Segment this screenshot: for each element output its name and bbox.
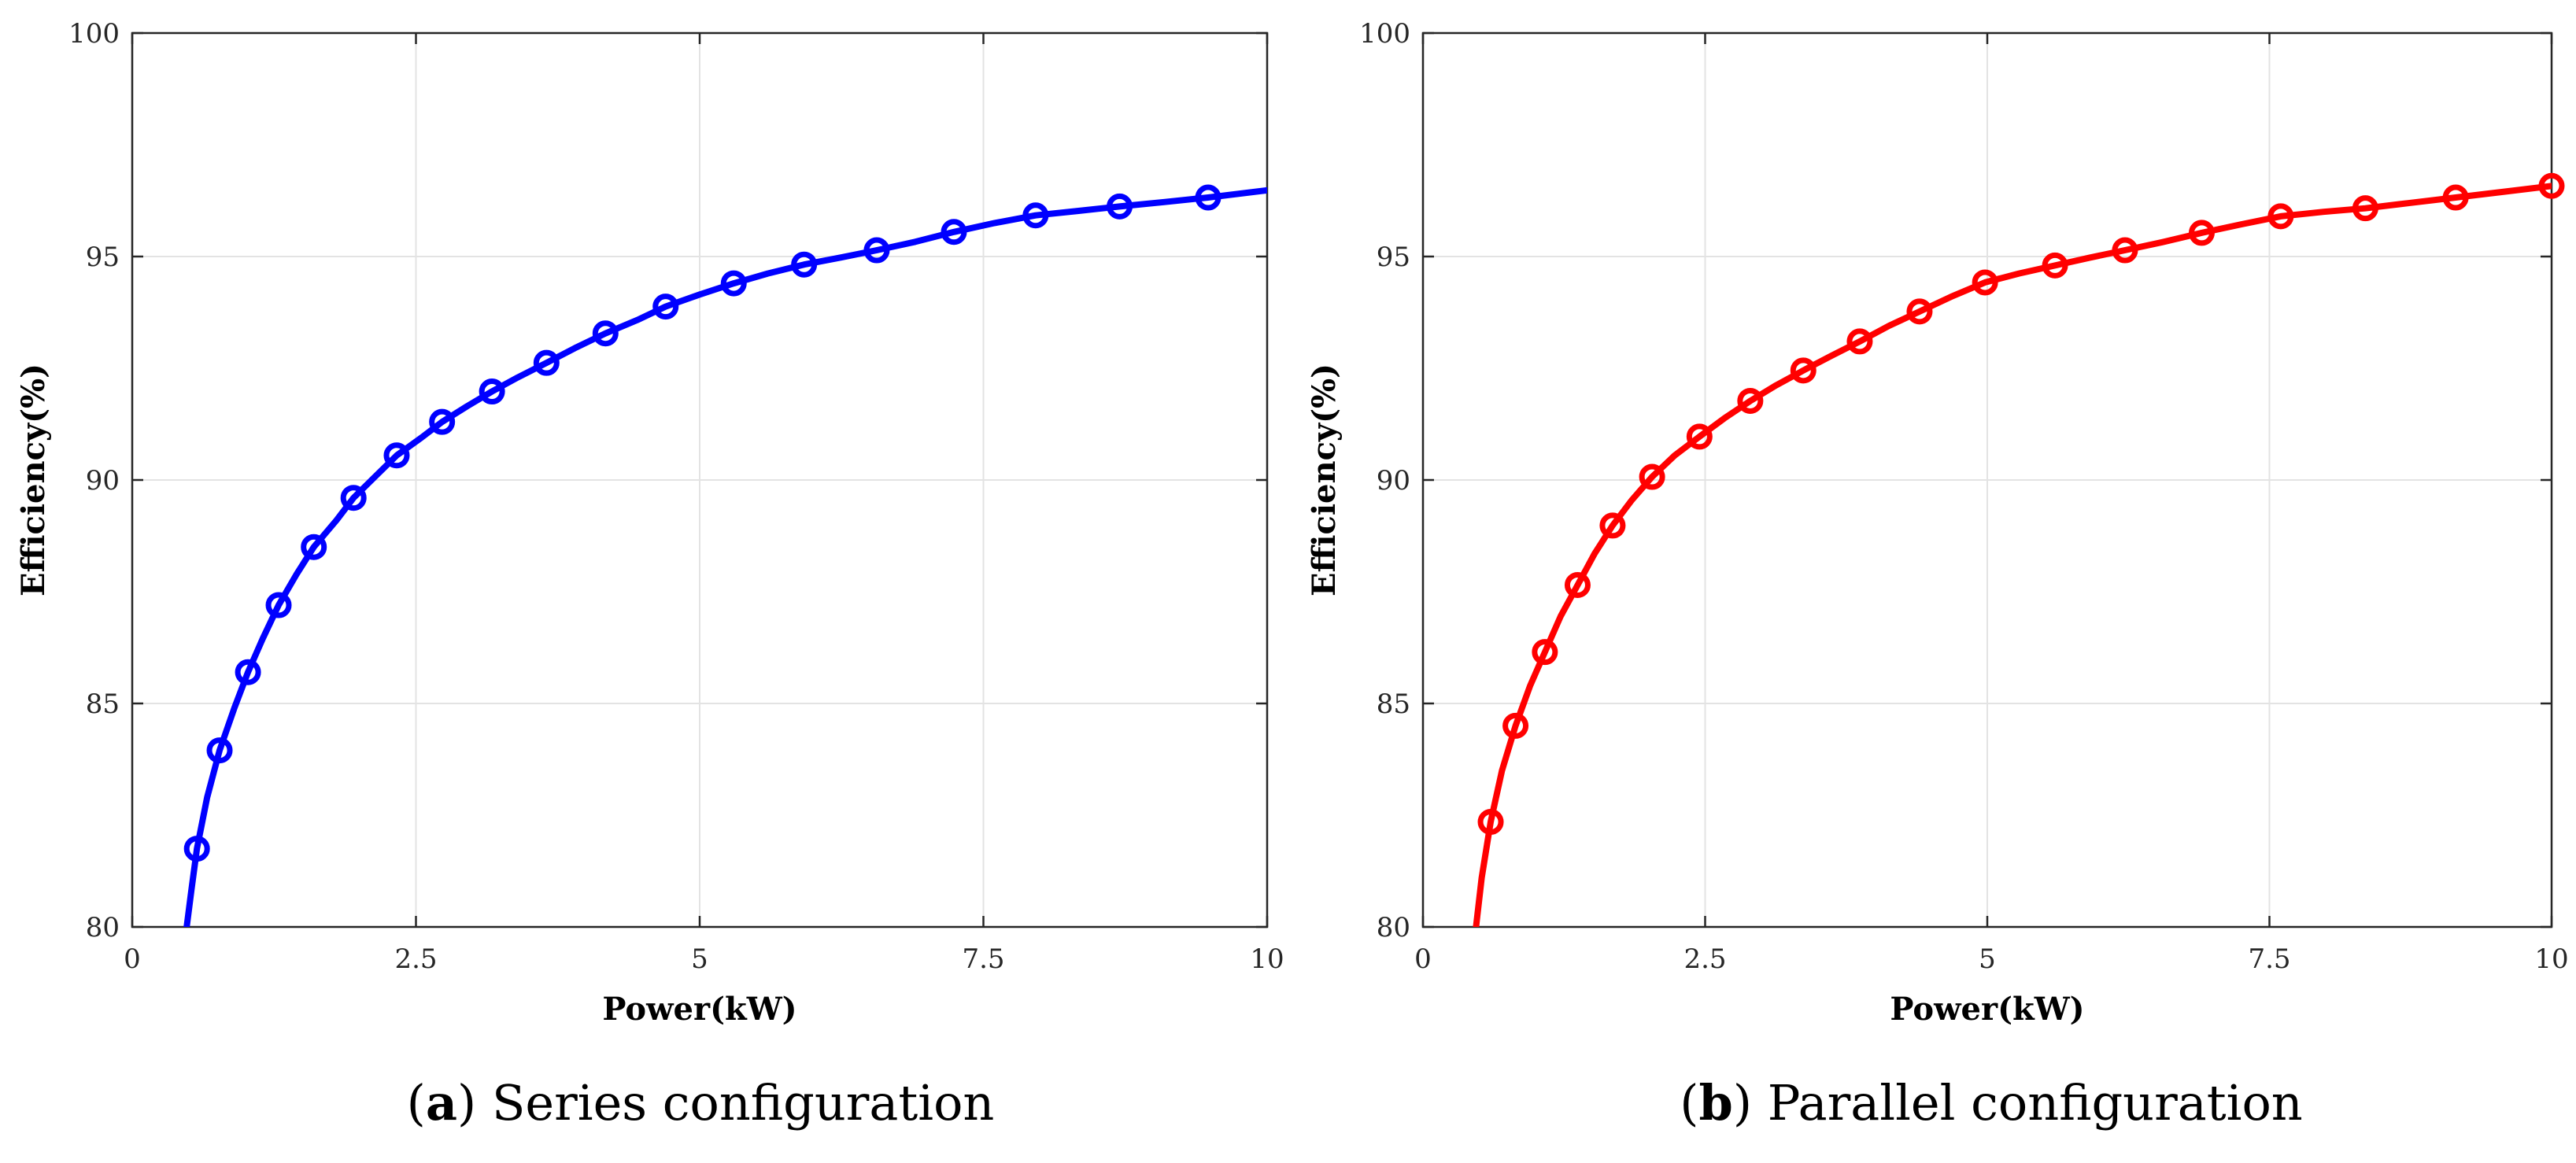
y-tick-label: 95: [86, 242, 120, 273]
data-point-marker: [206, 737, 233, 764]
data-point-marker: [2267, 203, 2294, 230]
data-point-marker: [1639, 463, 1665, 490]
chart-panel-parallel: 0 2.5 5 7.5 10 80 85 90 95 100 Power(kW) Efficiency…: [1306, 18, 2569, 1028]
x-tick-label: 5: [1979, 943, 1996, 975]
y-tick-label: 80: [1377, 912, 1410, 943]
y-tick-label: 90: [86, 465, 120, 497]
x-tick-label: 7.5: [962, 943, 1004, 975]
y-tick-label: 100: [68, 18, 120, 50]
caption-text: Parallel configuration: [1752, 1074, 2303, 1132]
data-point-marker: [1737, 387, 1764, 414]
data-point-marker: [1790, 357, 1817, 384]
data-point-marker: [479, 378, 505, 405]
data-point-marker: [301, 534, 327, 560]
caption-series-configuration: (a) Series configuration: [134, 1074, 1267, 1137]
data-point-marker: [1686, 423, 1713, 450]
data-point-marker: [429, 408, 456, 435]
data-point-marker: [533, 349, 560, 376]
y-tick-label: 85: [1377, 689, 1410, 720]
x-axis-label: Power(kW): [602, 991, 796, 1028]
data-point-marker: [1502, 712, 1529, 739]
data-point-marker: [2188, 220, 2215, 246]
y-tick-label: 95: [1377, 242, 1410, 273]
caption-letter: b: [1698, 1074, 1733, 1132]
data-point-marker: [383, 442, 410, 469]
data-point-marker: [1107, 193, 1133, 220]
data-point-marker: [2538, 172, 2565, 199]
caption-parallel-configuration: (b) Parallel configuration: [1425, 1074, 2558, 1137]
data-point-marker: [652, 294, 679, 320]
data-point-marker: [1022, 202, 1049, 229]
data-point-marker: [183, 836, 210, 862]
data-point-marker: [1599, 512, 1626, 539]
data-point-marker: [941, 219, 967, 246]
chart-panel-series: 0 2.5 5 7.5 10 80 85 90 95 100 Power(kW) Efficiency…: [15, 18, 1284, 1028]
data-point-marker: [1532, 639, 1558, 666]
x-tick-label: 7.5: [2248, 943, 2290, 975]
series-line: [183, 186, 1267, 927]
y-tick-label: 90: [1377, 465, 1410, 497]
data-point-marker: [1846, 328, 1873, 355]
data-point-marker: [2042, 252, 2068, 279]
x-tick-label: 10: [1250, 943, 1284, 975]
x-tick-label: 5: [691, 943, 708, 975]
data-point-marker: [863, 237, 890, 264]
y-tick-label: 80: [86, 912, 120, 943]
data-point-marker: [791, 251, 818, 278]
x-tick-label: 0: [124, 943, 141, 975]
y-tick-label: 85: [86, 689, 120, 720]
x-tick-label: 2.5: [1683, 943, 1726, 975]
data-point-marker: [720, 270, 747, 297]
caption-open-paren: (: [406, 1074, 426, 1132]
data-point-marker: [1195, 184, 1221, 211]
data-point-marker: [2352, 195, 2378, 222]
x-axis-label: Power(kW): [1890, 991, 2084, 1028]
data-point-marker: [235, 659, 261, 685]
caption-close-paren: ): [457, 1074, 477, 1132]
data-point-marker: [340, 485, 367, 511]
series-line: [1473, 183, 2552, 927]
caption-text: Series configuration: [476, 1074, 995, 1132]
data-point-marker: [1477, 809, 1504, 836]
y-axis-label: Efficiency(%): [15, 364, 52, 596]
x-tick-label: 0: [1414, 943, 1432, 975]
y-axis-label: Efficiency(%): [1306, 364, 1343, 596]
x-tick-label: 10: [2534, 943, 2568, 975]
data-point-marker: [1906, 298, 1933, 325]
data-point-marker: [592, 320, 619, 347]
caption-letter: a: [425, 1074, 458, 1132]
data-point-marker: [1564, 571, 1591, 598]
data-point-marker: [2112, 237, 2138, 264]
data-point-marker: [265, 592, 292, 618]
x-tick-label: 2.5: [394, 943, 437, 975]
caption-close-paren: ): [1732, 1074, 1753, 1132]
data-point-marker: [2442, 184, 2469, 211]
y-tick-label: 100: [1359, 18, 1410, 50]
caption-open-paren: (: [1680, 1074, 1699, 1132]
data-point-marker: [1972, 269, 1998, 296]
